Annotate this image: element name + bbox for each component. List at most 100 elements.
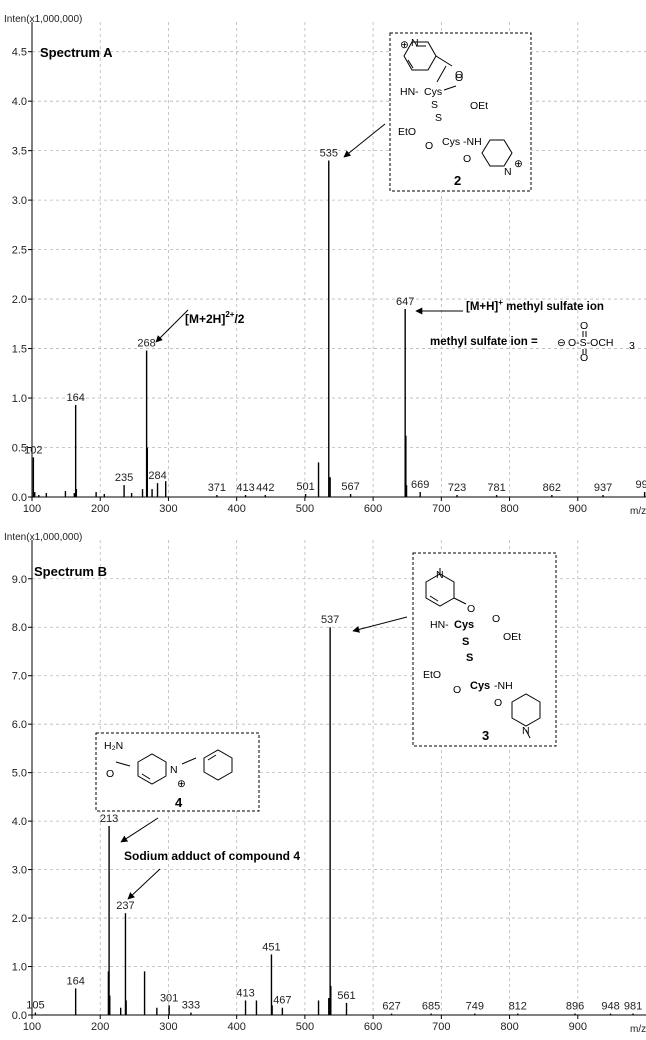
y-tick-label: 0.0 — [12, 1010, 27, 1022]
svg-text:N: N — [411, 37, 419, 49]
svg-text:⊕: ⊕ — [177, 778, 186, 790]
svg-text:O: O — [463, 153, 471, 165]
peak-label: 413 — [236, 987, 254, 999]
y-tick-label: 3.0 — [12, 865, 27, 877]
peak-label: 812 — [509, 1001, 527, 1013]
arrow-to-535 — [343, 123, 386, 158]
svg-text:Cys: Cys — [454, 619, 474, 631]
x-tick-label: 400 — [227, 503, 245, 515]
svg-text:S: S — [435, 112, 442, 124]
spectrum-b-xlabel: m/z — [630, 1024, 646, 1035]
spectrum-a-ylabel: Inten(x1,000,000) — [4, 14, 82, 25]
x-tick-label: 300 — [159, 1021, 177, 1033]
y-tick-label: 8.0 — [12, 622, 27, 634]
x-tick-label: 100 — [23, 1021, 41, 1033]
y-tick-label: 1.0 — [12, 393, 27, 405]
y-tick-label: 9.0 — [12, 574, 27, 586]
peak-label: 723 — [448, 482, 466, 494]
y-tick-label: 4.5 — [12, 47, 27, 59]
y-tick-label: 4.0 — [12, 96, 27, 108]
peak-label: 413 — [236, 482, 254, 494]
peak-label: 537 — [321, 614, 339, 626]
peak-label: 501 — [296, 481, 314, 493]
x-tick-label: 100 — [23, 503, 41, 515]
peak-label: 647 — [396, 296, 414, 308]
svg-text:HN-: HN- — [400, 86, 419, 98]
peak-label: 102 — [24, 444, 42, 456]
y-tick-label: 5.0 — [12, 768, 27, 780]
peak-label: 467 — [273, 995, 291, 1007]
svg-text:O: O — [467, 603, 475, 615]
peak-label: 948 — [601, 1001, 619, 1013]
svg-text:O: O — [492, 613, 500, 625]
spectrum-a-xlabel: m/z — [630, 506, 646, 517]
spectrum-a-panel: 100 200 300 400 500 600 700 800 900 0.0 0.5 1.0 1.5 2… — [4, 14, 646, 517]
svg-text:Cys: Cys — [470, 680, 490, 692]
svg-text:O: O — [453, 684, 461, 696]
peak-label: 237 — [116, 900, 134, 912]
x-tick-label: 300 — [159, 503, 177, 515]
y-tick-label: 2.0 — [12, 294, 27, 306]
spectrum-a-plot-area: 100 200 300 400 500 600 700 800 900 0.0 0.5 1.0 1.5 2… — [12, 22, 646, 515]
x-tick-label: 200 — [91, 503, 109, 515]
compound-4-structure: H₂N O N ⊕ 4 — [95, 732, 260, 812]
peak-label: 749 — [466, 1001, 484, 1013]
svg-text:HN-: HN- — [430, 619, 449, 631]
annotation-methyl-sulfate-eq: methyl sulfate ion = — [430, 336, 538, 348]
y-tick-label: 3.0 — [12, 195, 27, 207]
svg-text:Cys: Cys — [442, 136, 460, 148]
svg-text:OEt: OEt — [503, 631, 521, 643]
x-tick-label: 900 — [569, 503, 587, 515]
x-tick-label: 800 — [500, 503, 518, 515]
y-tick-label: 2.5 — [12, 245, 27, 257]
y-tick-label: 4.0 — [12, 816, 27, 828]
x-tick-label: 900 — [569, 1021, 587, 1033]
spectrum-a-title: Spectrum A — [40, 45, 113, 60]
svg-text:O: O — [580, 352, 588, 364]
x-tick-label: 700 — [432, 503, 450, 515]
arrow-to-268 — [155, 309, 189, 343]
peak-label: 781 — [487, 482, 505, 494]
peak-label: 301 — [160, 992, 178, 1004]
peak-label: 213 — [100, 813, 118, 825]
y-tick-label: 0.0 — [12, 492, 27, 504]
svg-text:O: O — [455, 72, 463, 84]
svg-text:⊕: ⊕ — [400, 39, 409, 51]
annotation-sodium-adduct: Sodium adduct of compound 4 — [124, 849, 300, 863]
peak-label: 862 — [543, 482, 561, 494]
y-tick-label: 7.0 — [12, 671, 27, 683]
peak-label: 998 — [635, 479, 646, 491]
svg-text:-NH: -NH — [463, 136, 482, 148]
svg-text:O: O — [106, 768, 114, 780]
x-tick-label: 500 — [296, 503, 314, 515]
spectrum-b-ylabel: Inten(x1,000,000) — [4, 532, 82, 543]
y-tick-label: 2.0 — [12, 913, 27, 925]
peak-label: 371 — [208, 482, 226, 494]
peak-label: 535 — [320, 148, 338, 160]
svg-text:3: 3 — [629, 340, 635, 352]
x-tick-label: 500 — [296, 1021, 314, 1033]
compound-3-number: 3 — [482, 728, 489, 743]
svg-text:O-S-OCH: O-S-OCH — [568, 337, 614, 349]
compound-3-structure: N O HN- Cys O OEt S S EtO O Cys -NH O N … — [412, 552, 557, 747]
arrow-to-537 — [352, 616, 408, 633]
svg-text:O: O — [425, 140, 433, 152]
peak-label: 561 — [337, 990, 355, 1002]
y-tick-label: 3.5 — [12, 146, 27, 158]
svg-text:Cys: Cys — [424, 86, 442, 98]
svg-text:H₂N: H₂N — [104, 740, 123, 752]
peak-label: 164 — [66, 392, 84, 404]
spectrum-b-panel: 100 200 300 400 500 600 700 800 900 0.0 1.0 2.0 3.0 4… — [4, 532, 646, 1035]
svg-text:S: S — [466, 652, 473, 664]
arrow-to-213 — [120, 817, 159, 843]
peak-label: 284 — [148, 470, 166, 482]
svg-text:N: N — [522, 725, 530, 737]
peak-label: 442 — [256, 482, 274, 494]
peak-label: 937 — [594, 482, 612, 494]
svg-text:EtO: EtO — [398, 126, 416, 138]
svg-text:O: O — [455, 69, 463, 81]
y-tick-label: 1.5 — [12, 344, 27, 356]
svg-text:S: S — [431, 99, 438, 111]
annotation-m2h: [M+2H]2+/2 — [185, 310, 245, 326]
